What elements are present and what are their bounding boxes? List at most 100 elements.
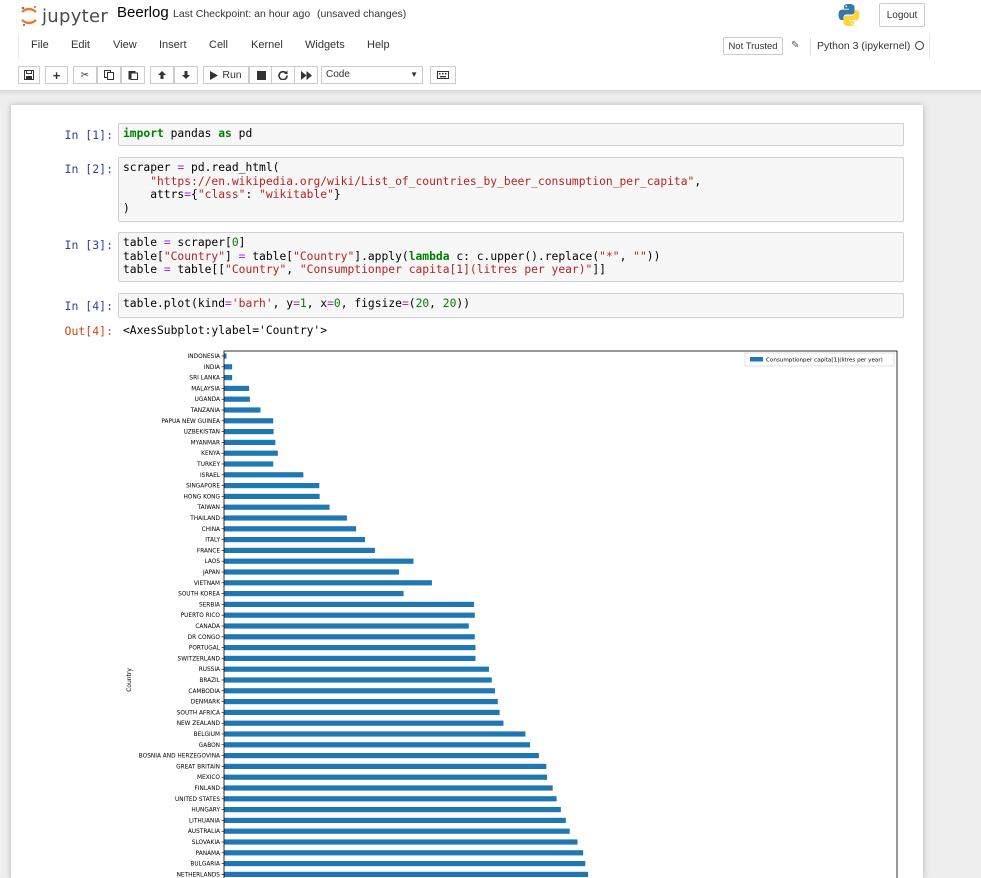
arrow-up-icon: [158, 71, 166, 79]
y-tick-label: NETHERLANDS: [177, 872, 221, 878]
y-tick-label: RUSSIA: [199, 667, 220, 673]
y-tick-label: TURKEY: [196, 462, 220, 468]
code-token: 20: [442, 297, 457, 310]
code-token: "*": [599, 249, 620, 263]
cut-button[interactable]: ✂: [73, 66, 97, 84]
code-token: 20: [415, 297, 430, 310]
menu-file[interactable]: File: [31, 39, 49, 51]
y-tick-label: LITHUANIA: [189, 818, 220, 824]
bar-japan: [224, 569, 399, 575]
bar-indonesia: [224, 353, 227, 359]
output-text: <AxesSubplot:ylabel='Country'>: [123, 324, 328, 337]
code-token: pd: [231, 127, 253, 140]
notebook-container: In [1]: import pandas as pd In [2]: scra…: [11, 105, 923, 878]
code-token: ,: [619, 249, 634, 263]
menu-widgets[interactable]: Widgets: [305, 39, 345, 51]
y-tick-label: GREAT BRITAIN: [176, 764, 220, 770]
code-token: ,: [694, 174, 702, 188]
paste-button[interactable]: [121, 66, 145, 84]
menu-kernel[interactable]: Kernel: [251, 39, 283, 51]
y-tick-label: LAOS: [205, 559, 221, 565]
code-token: ,: [286, 263, 300, 277]
code-cell-1[interactable]: import pandas as pd: [118, 123, 904, 146]
bar-tanzania: [224, 407, 261, 413]
code-token: c: c.upper().replace(: [449, 249, 600, 263]
bar-france: [224, 547, 375, 553]
code-token: =: [238, 249, 246, 263]
bar-finland: [224, 785, 553, 791]
chart-frame: [223, 350, 898, 878]
code-token: )): [646, 249, 661, 263]
run-button[interactable]: Run: [203, 66, 249, 84]
code-token: 'barh': [231, 297, 273, 310]
fast-forward-icon: [300, 70, 312, 80]
y-tick-label: FRANCE: [197, 548, 220, 554]
chart-bars: [224, 353, 589, 877]
bar-sri-lanka: [224, 375, 233, 381]
y-tick-label: PUERTO RICO: [181, 613, 221, 619]
code-token: , figsize: [340, 297, 402, 310]
cell-type-select[interactable]: Code ▼: [321, 66, 423, 84]
code-token: ].apply(: [354, 249, 409, 263]
bar-papua-new-guinea: [224, 418, 274, 424]
notebook-header: jupyter Beerlog Last Checkpoint: an hour…: [0, 0, 981, 90]
command-palette-button[interactable]: [430, 66, 456, 84]
bar-taiwan: [224, 504, 330, 510]
move-up-button[interactable]: [150, 66, 174, 84]
y-tick-label: JAPAN: [202, 570, 220, 576]
code-cell-2[interactable]: scraper = pd.read_html( "https://en.wiki…: [118, 157, 904, 222]
code-token: "Country": [163, 249, 226, 263]
bar-hong-kong: [224, 493, 320, 499]
restart-icon: [278, 70, 288, 80]
menu-insert[interactable]: Insert: [159, 39, 187, 51]
code-cell-4[interactable]: table.plot(kind='barh', y=1, x=0, figsiz…: [118, 293, 904, 318]
code-token: "wikitable": [259, 188, 334, 202]
kernel-name[interactable]: Python 3 (ipykernel): [817, 40, 911, 52]
logout-button[interactable]: Logout: [879, 3, 925, 27]
edit-kernel-pencil-icon[interactable]: ✎: [791, 40, 800, 51]
bar-vietnam: [224, 580, 432, 586]
code-line: import pandas as pd: [123, 127, 899, 141]
code-token: ]]: [592, 263, 606, 277]
jupyter-logo[interactable]: jupyter: [20, 4, 108, 28]
cell-prompt: In [4]:: [64, 299, 113, 313]
chart-tick-labels: INDONESIA INDIA SRI LANKA MALAYSIA UGANDA TAN…: [139, 354, 224, 878]
notebook-name[interactable]: Beerlog: [117, 4, 169, 21]
restart-button[interactable]: [271, 66, 295, 84]
code-token: scraper[: [170, 236, 232, 249]
y-tick-label: PORTUGAL: [189, 646, 221, 652]
y-tick-label: CANADA: [195, 624, 220, 630]
code-token: )): [456, 297, 470, 310]
bar-switzerland: [224, 655, 476, 661]
bar-puerto-rico: [224, 612, 475, 618]
code-cell-3[interactable]: table = scraper[0] table["Country"] = tab…: [118, 232, 904, 282]
bar-brazil: [224, 677, 492, 683]
menu-view[interactable]: View: [113, 39, 137, 51]
bar-slovakia: [224, 839, 578, 845]
trust-button[interactable]: Not Trusted: [723, 37, 783, 55]
menu-edit[interactable]: Edit: [71, 39, 90, 51]
y-tick-label: DR CONGO: [188, 635, 221, 641]
code-token: =: [225, 297, 232, 310]
code-token: ,: [429, 297, 443, 310]
play-icon: [210, 70, 219, 80]
bar-uganda: [224, 396, 250, 402]
bar-canada: [224, 623, 469, 629]
code-line: ): [123, 202, 899, 216]
move-down-button[interactable]: [174, 66, 198, 84]
code-token: pd.read_html(: [184, 161, 280, 174]
restart-run-all-button[interactable]: [294, 66, 318, 84]
save-button[interactable]: [18, 66, 40, 84]
arrow-down-icon: [182, 71, 190, 79]
bar-laos: [224, 558, 414, 564]
bar-panama: [224, 850, 584, 856]
insert-cell-button[interactable]: +: [45, 66, 68, 84]
y-tick-label: NEW ZEALAND: [177, 721, 221, 727]
bar-new-zealand: [224, 720, 504, 726]
menu-cell[interactable]: Cell: [209, 39, 228, 51]
menu-help[interactable]: Help: [367, 39, 390, 51]
copy-button[interactable]: [97, 66, 121, 84]
code-line: table.plot(kind='barh', y=1, x=0, figsiz…: [123, 297, 899, 311]
y-tick-label: MEXICO: [197, 775, 220, 781]
interrupt-button[interactable]: [249, 66, 273, 84]
